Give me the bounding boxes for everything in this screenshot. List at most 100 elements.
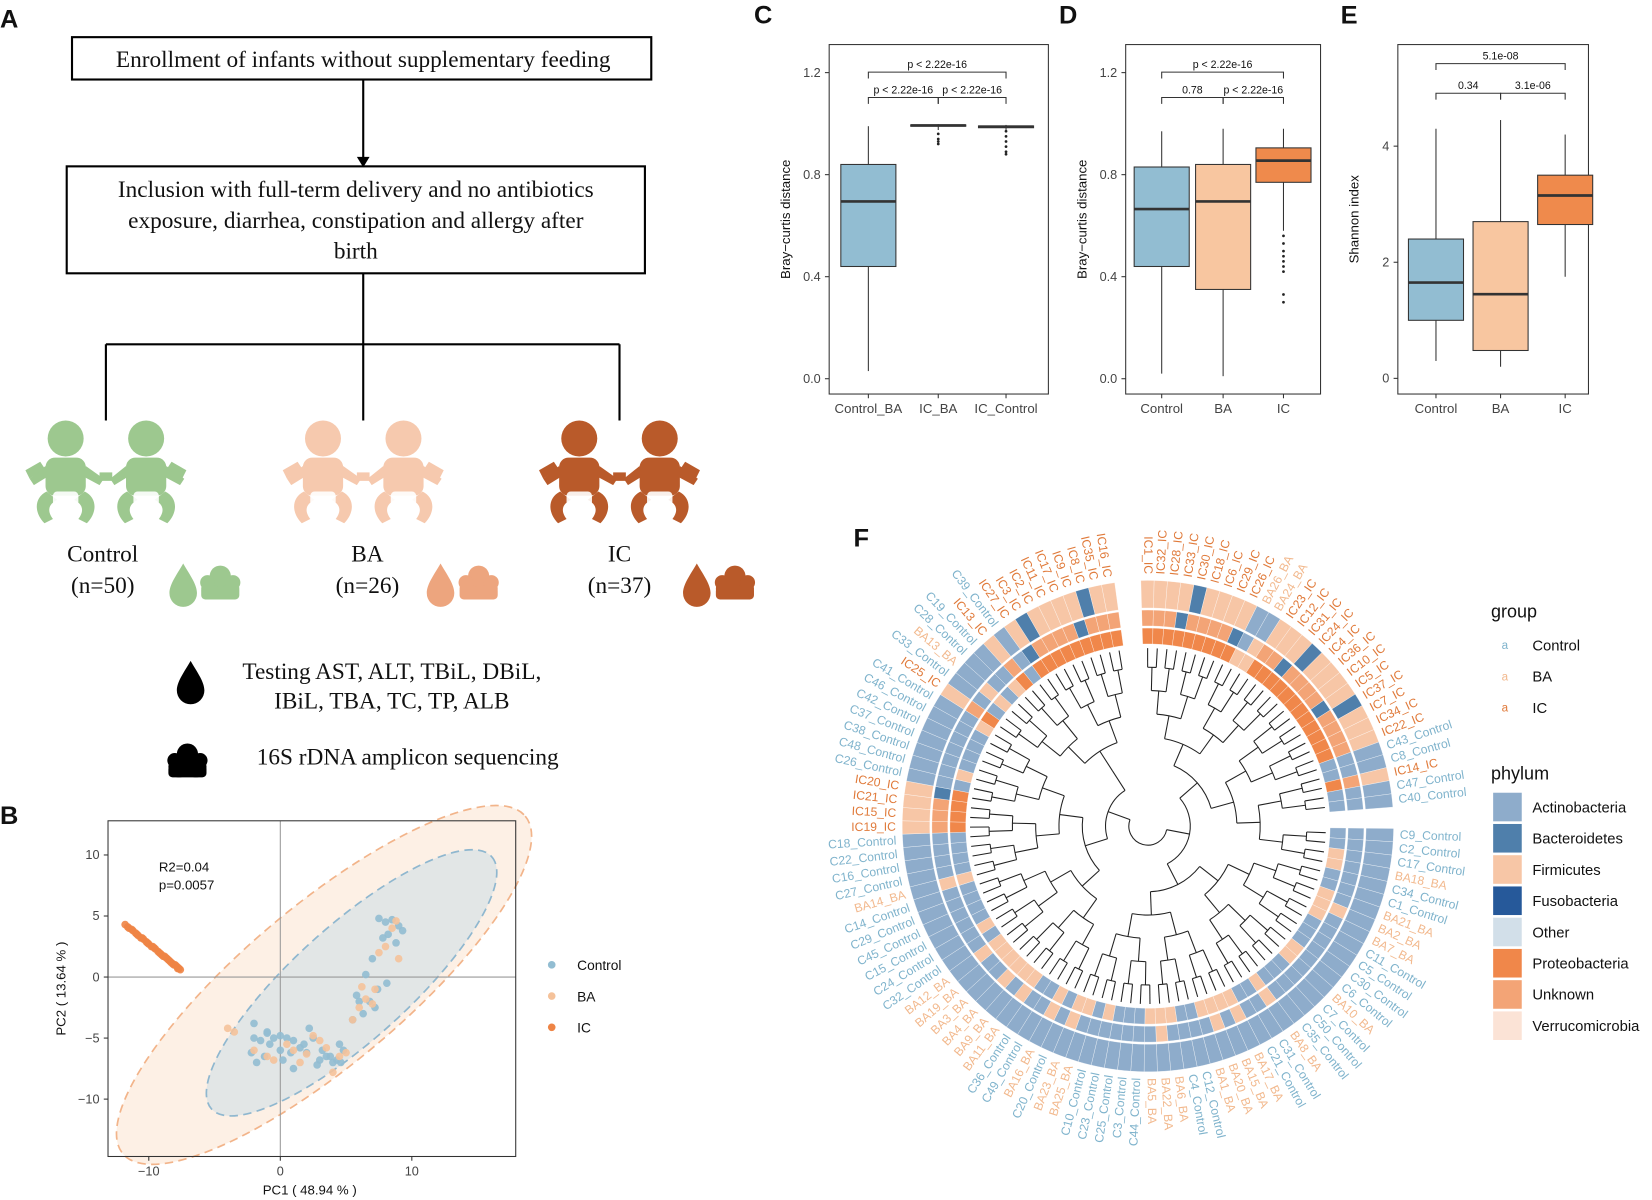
tree-branch: [1183, 980, 1189, 1000]
tree-branch: [1273, 877, 1296, 888]
tree-branch: [1081, 869, 1100, 887]
tree-branch: [1110, 957, 1118, 981]
tree-branch: [1258, 939, 1273, 954]
phylum-ring-cell: [1140, 580, 1155, 609]
tree-branch: [1232, 702, 1248, 721]
legend-swatch: [1493, 917, 1522, 947]
legend-label: Control: [1532, 638, 1580, 654]
box: [1537, 174, 1594, 226]
point: [269, 1034, 278, 1042]
tree-branch: [1059, 738, 1078, 757]
tree-branch: [1108, 720, 1118, 743]
phylum-ring-cell: [902, 820, 931, 835]
phylum-ring-cell: [1120, 1024, 1135, 1042]
tree-branch: [1301, 865, 1321, 872]
tree-branch: [1204, 894, 1220, 913]
tests-text: IBiL, TBA, TC, TP, ALB: [274, 689, 509, 715]
point: [279, 1056, 287, 1064]
tree-branch: [1111, 981, 1116, 1001]
tree-branch: [1289, 897, 1307, 908]
tree-branch: [1238, 746, 1259, 762]
tests-text: Testing AST, ALT, TBiL, DBiL,: [242, 659, 541, 685]
tree-branch: [1243, 713, 1261, 731]
tree-branch: [1011, 710, 1027, 725]
infant-pair: [25, 421, 186, 524]
point: [263, 1052, 271, 1061]
tree-branch: [1188, 954, 1197, 978]
tree-branch: [1257, 805, 1261, 840]
tree-branch: [1018, 703, 1033, 718]
tree-branch: [1202, 949, 1214, 972]
tree-branch: [1036, 922, 1054, 940]
box: [1255, 147, 1312, 183]
outlier: [1004, 129, 1008, 133]
annotation: R2=0.04: [159, 860, 209, 875]
phylum-ring-cell: [931, 809, 949, 822]
tree-branch: [1269, 765, 1276, 780]
tree-branch: [1149, 891, 1152, 915]
tree-branch: [1288, 742, 1306, 753]
point: [265, 1040, 274, 1048]
tree-branch: [1259, 838, 1283, 843]
tree-branch: [1166, 863, 1179, 885]
tree-branch: [1118, 650, 1123, 670]
tree-branch: [1258, 800, 1282, 806]
tree-branch: [1041, 707, 1058, 726]
tree-branch: [1156, 713, 1181, 720]
tree-branch: [1018, 733, 1038, 748]
tree-branch: [1167, 797, 1191, 865]
tree-branch: [1156, 690, 1160, 715]
point: [375, 914, 383, 923]
tree-branch: [1263, 703, 1278, 718]
outlier: [936, 137, 940, 141]
tree-branch: [1120, 983, 1125, 1003]
tree-branch: [1306, 831, 1326, 834]
x-tick-label: Control: [1415, 401, 1458, 416]
tree-branch: [1107, 811, 1131, 821]
tree-branch: [1062, 720, 1078, 740]
tree-branch: [1137, 938, 1141, 962]
tree-branch: [1299, 873, 1318, 881]
tree-branch: [1006, 922, 1023, 936]
ellipses: [115, 804, 533, 1166]
p-value: 0.78: [1182, 84, 1203, 96]
y-tick-label: 0.4: [1100, 270, 1118, 284]
outlier: [1282, 242, 1285, 245]
tree-branch: [1016, 793, 1039, 801]
phylum-ring-cell: [932, 797, 950, 812]
phylum-ring-cell: [1365, 828, 1394, 843]
legend-label: Other: [1532, 925, 1569, 941]
tree-branch: [1063, 940, 1077, 962]
leaf-label: C44_Control: [1126, 1078, 1143, 1147]
point: [398, 926, 407, 935]
box: [1407, 238, 1465, 321]
tree-branch: [1039, 684, 1052, 701]
tree-branch: [1026, 716, 1033, 724]
point: [269, 1056, 278, 1064]
phylum-ring-cell: [1166, 1023, 1180, 1042]
tree-branch: [1139, 984, 1142, 1004]
tree-branch: [1081, 660, 1090, 679]
phylum-ring-cell: [902, 807, 931, 822]
tree-branch: [1099, 750, 1113, 772]
legend-label: Actinobacteria: [1532, 800, 1627, 816]
tree-branch: [993, 859, 1017, 866]
tree-branch: [1238, 956, 1251, 973]
tree-branch: [991, 901, 1009, 912]
tree-branch: [1080, 678, 1090, 683]
tree-branch: [999, 873, 1022, 883]
legend-title: phylum: [1491, 763, 1549, 783]
legend-glyph: a: [1502, 639, 1509, 652]
tree-branch: [1180, 694, 1195, 700]
flow-step: exposure, diarrhea, constipation and all…: [128, 208, 584, 234]
panel-label: A: [0, 6, 18, 34]
tree-branch: [1295, 767, 1300, 776]
phylum-ring-cell: [950, 841, 968, 855]
drop-icon: [426, 563, 455, 607]
tree-branch: [1074, 970, 1084, 989]
tree-branch: [1164, 930, 1189, 938]
phylum-ring-cell: [1163, 610, 1178, 628]
x-tick-label: IC: [1277, 401, 1291, 416]
outlier: [1282, 234, 1285, 238]
tree-branch: [1200, 975, 1208, 995]
